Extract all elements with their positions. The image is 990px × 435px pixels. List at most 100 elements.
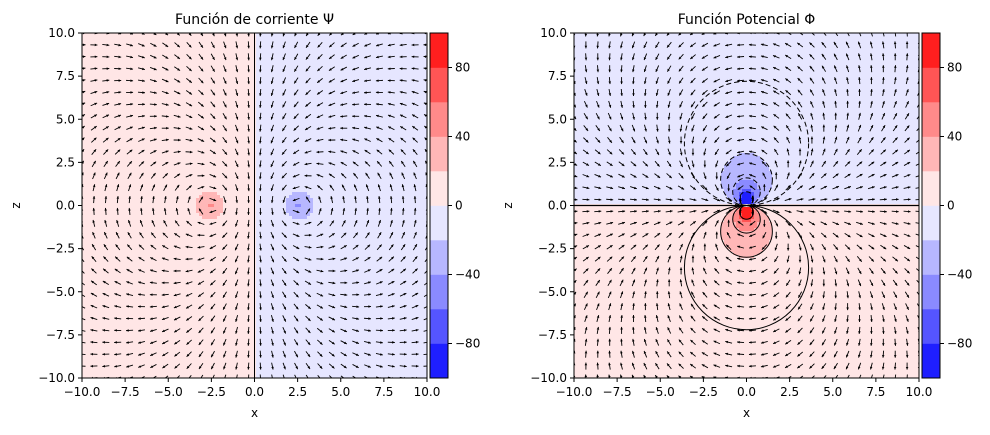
contour-cell xyxy=(148,69,152,73)
contour-cell xyxy=(145,306,149,310)
contour-cell xyxy=(115,45,119,49)
contour-cell xyxy=(169,201,173,205)
contour-cell xyxy=(106,192,110,196)
contour-cell xyxy=(100,354,104,358)
contour-cell xyxy=(202,69,206,73)
contour-cell xyxy=(115,84,119,88)
contour-cell xyxy=(130,171,134,175)
contour-cell xyxy=(136,255,140,259)
contour-cell xyxy=(88,234,92,238)
contour-cell xyxy=(103,147,107,151)
contour-cell xyxy=(196,111,200,115)
contour-cell xyxy=(103,81,107,85)
contour-cell xyxy=(121,351,125,355)
contour-cell xyxy=(172,375,176,378)
contour-cell xyxy=(175,39,179,43)
contour-cell xyxy=(109,306,113,310)
contour-cell xyxy=(112,270,116,274)
contour-cell xyxy=(178,321,182,325)
contour-cell xyxy=(199,213,203,217)
contour-cell xyxy=(97,369,101,373)
contour-cell xyxy=(181,105,185,109)
contour-cell xyxy=(118,165,122,169)
contour-cell xyxy=(166,369,170,373)
contour-cell xyxy=(109,288,113,292)
contour-cell xyxy=(199,189,203,193)
contour-cell xyxy=(163,312,167,316)
contour-cell xyxy=(112,255,116,259)
contour-cell xyxy=(97,270,101,274)
contour-cell xyxy=(91,156,95,160)
contour-cell xyxy=(139,138,143,142)
contour-cell xyxy=(184,147,188,151)
contour-cell xyxy=(112,174,116,178)
contour-cell xyxy=(106,153,110,157)
contour-cell xyxy=(124,282,128,286)
contour-cell xyxy=(199,288,203,292)
contour-cell xyxy=(124,339,128,343)
contour-cell xyxy=(142,372,146,376)
contour-cell xyxy=(190,342,194,346)
contour-cell xyxy=(181,309,185,313)
contour-cell xyxy=(181,147,185,151)
contour-cell xyxy=(145,228,149,232)
contour-cell xyxy=(196,276,200,280)
contour-cell xyxy=(187,324,191,328)
contour-cell xyxy=(145,138,149,142)
contour-cell xyxy=(190,201,194,205)
contour-cell xyxy=(145,144,149,148)
contour-cell xyxy=(151,96,155,100)
contour-cell xyxy=(181,171,185,175)
contour-cell xyxy=(196,351,200,355)
contour-cell xyxy=(103,375,107,378)
contour-cell xyxy=(145,54,149,58)
contour-cell xyxy=(136,159,140,163)
contour-cell xyxy=(130,255,134,259)
contour-cell xyxy=(127,216,131,220)
contour-cell xyxy=(172,327,176,331)
contour-cell xyxy=(82,156,86,160)
contour-cell xyxy=(118,39,122,43)
contour-cell xyxy=(160,321,164,325)
contour-cell xyxy=(124,303,128,307)
contour-cell xyxy=(193,285,197,289)
contour-cell xyxy=(187,144,191,148)
contour-cell xyxy=(91,297,95,301)
contour-cell xyxy=(100,102,104,106)
contour-cell xyxy=(145,309,149,313)
contour-cell xyxy=(112,60,116,64)
contour-cell xyxy=(178,132,182,136)
contour-cell xyxy=(178,42,182,46)
contour-cell xyxy=(148,102,152,106)
contour-cell xyxy=(160,96,164,100)
contour-cell xyxy=(130,312,134,316)
contour-cell xyxy=(85,69,89,73)
contour-cell xyxy=(136,150,140,154)
contour-cell xyxy=(148,363,152,367)
contour-cell xyxy=(130,351,134,355)
contour-cell xyxy=(130,216,134,220)
contour-cell xyxy=(94,138,98,142)
contour-cell xyxy=(208,267,212,271)
contour-cell xyxy=(196,252,200,256)
contour-cell xyxy=(112,327,116,331)
contour-cell xyxy=(100,123,104,127)
contour-cell xyxy=(85,342,89,346)
contour-cell xyxy=(112,267,116,271)
contour-cell xyxy=(199,348,203,352)
contour-cell xyxy=(115,105,119,109)
contour-cell xyxy=(124,90,128,94)
contour-cell xyxy=(82,165,86,169)
contour-cell xyxy=(169,324,173,328)
contour-cell xyxy=(193,72,197,76)
contour-cell xyxy=(160,84,164,88)
contour-cell xyxy=(160,372,164,376)
contour-cell xyxy=(145,261,149,265)
contour-cell xyxy=(97,216,101,220)
contour-cell xyxy=(97,264,101,268)
contour-cell xyxy=(169,357,173,361)
contour-cell xyxy=(163,321,167,325)
contour-cell xyxy=(193,270,197,274)
contour-cell xyxy=(163,210,167,214)
contour-cell xyxy=(112,288,116,292)
